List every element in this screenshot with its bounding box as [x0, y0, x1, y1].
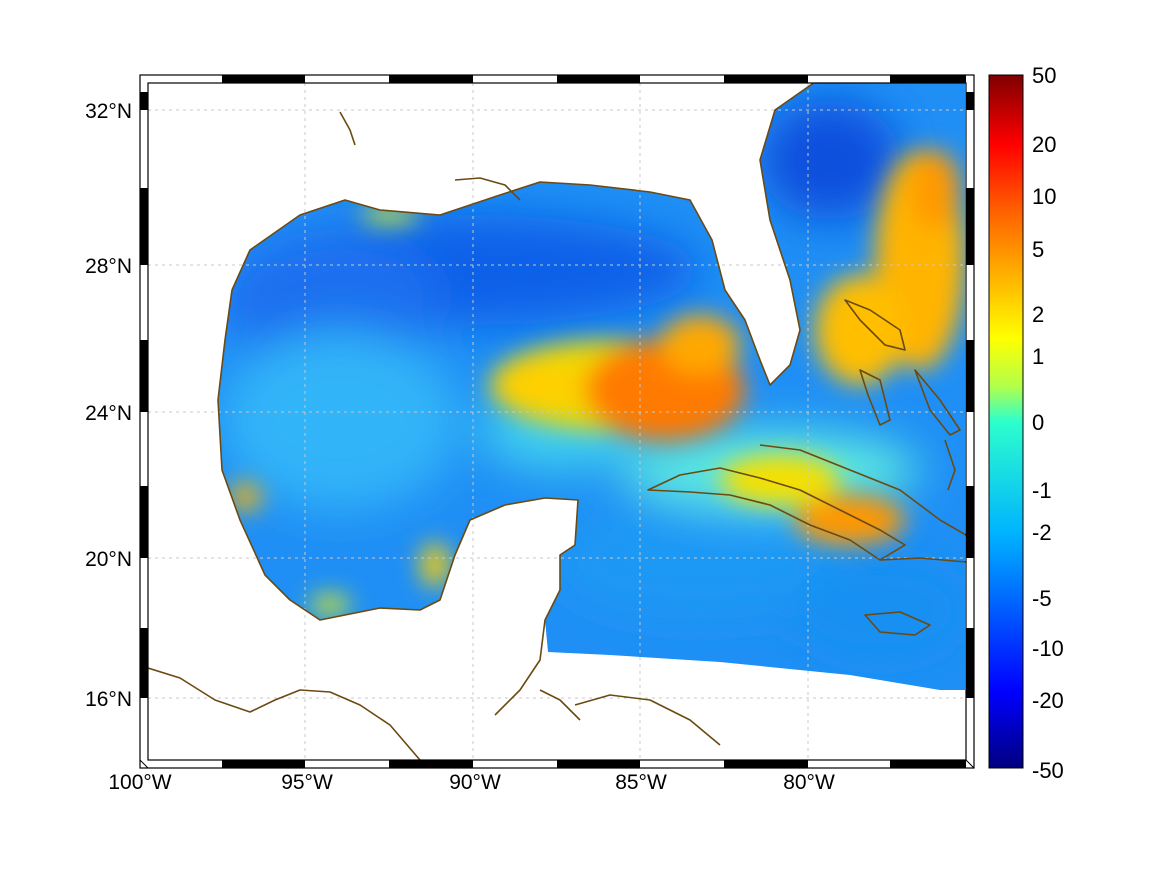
lat-label-16n: 16°N — [85, 688, 132, 711]
cb-label-0: 0 — [1032, 410, 1044, 435]
colorbar-gradient — [988, 74, 1024, 769]
cb-label-2: 2 — [1032, 302, 1044, 327]
cb-label-neg1: -1 — [1032, 478, 1052, 503]
map-panel: 100°W 95°W 90°W 85°W 80°W 32°N 28°N 24°N… — [85, 74, 975, 794]
lat-label-28n: 28°N — [85, 255, 132, 278]
cb-label-50: 50 — [1032, 63, 1056, 88]
colorbar-labels: 50 20 10 5 2 1 0 -1 -2 -5 -10 -20 -50 — [1032, 63, 1064, 783]
cb-label-neg50: -50 — [1032, 758, 1064, 783]
lon-label-85w: 85°W — [615, 771, 667, 794]
longitude-labels: 100°W 95°W 90°W 85°W 80°W — [108, 771, 835, 794]
cb-label-neg2: -2 — [1032, 520, 1052, 545]
lon-label-90w: 90°W — [449, 771, 501, 794]
lat-label-32n: 32°N — [85, 100, 132, 123]
cb-label-neg5: -5 — [1032, 586, 1052, 611]
cb-label-20: 20 — [1032, 132, 1056, 157]
lat-label-24n: 24°N — [85, 402, 132, 425]
lon-label-95w: 95°W — [281, 771, 333, 794]
coastlines — [148, 83, 966, 760]
lat-label-20n: 20°N — [85, 548, 132, 571]
lon-label-80w: 80°W — [783, 771, 835, 794]
colorbar: 50 20 10 5 2 1 0 -1 -2 -5 -10 -20 -50 — [988, 63, 1064, 783]
cb-label-10: 10 — [1032, 184, 1056, 209]
cb-label-neg20: -20 — [1032, 688, 1064, 713]
cb-label-1: 1 — [1032, 344, 1044, 369]
lon-label-100w: 100°W — [108, 771, 171, 794]
cb-label-5: 5 — [1032, 237, 1044, 262]
latitude-labels: 32°N 28°N 24°N 20°N 16°N — [85, 100, 132, 711]
cb-label-neg10: -10 — [1032, 636, 1064, 661]
map-frame — [139, 74, 975, 769]
